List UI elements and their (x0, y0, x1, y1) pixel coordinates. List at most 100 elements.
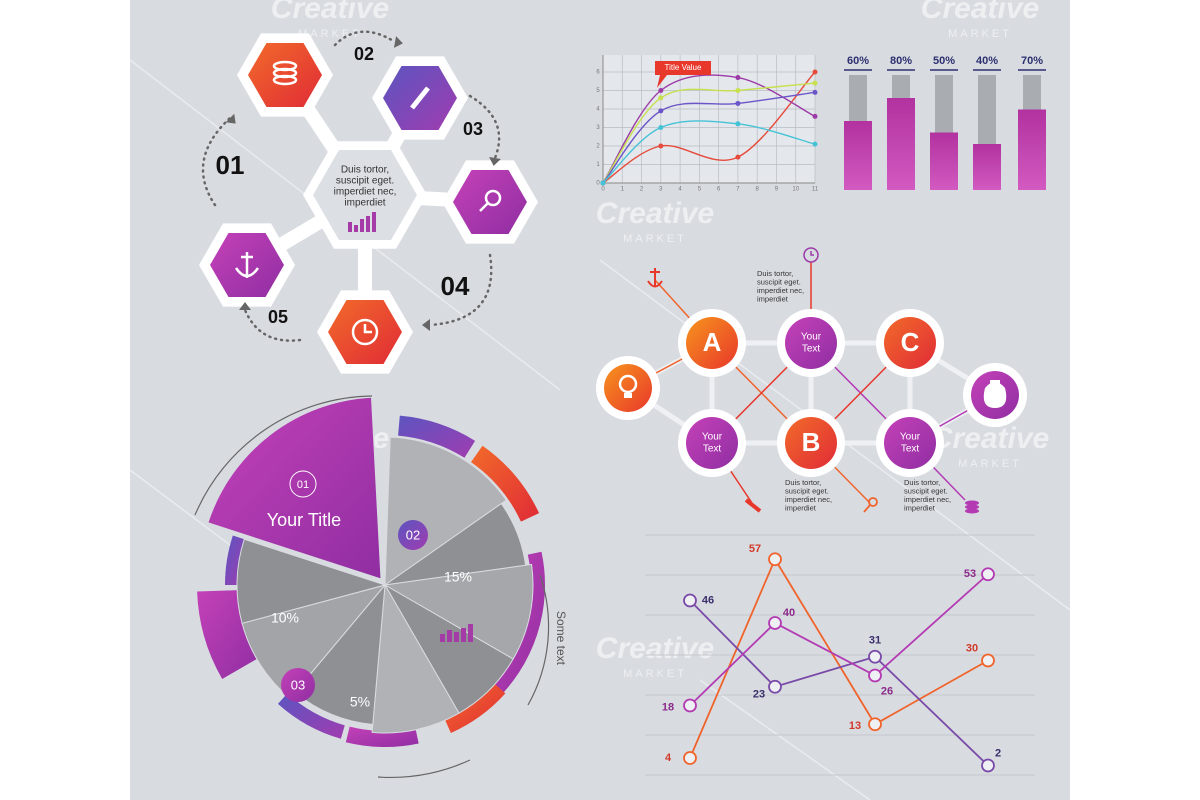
note-text: suscipit eget. (757, 277, 801, 286)
x-tick-label: 7 (736, 187, 740, 193)
data-label: 53 (964, 568, 976, 580)
point (735, 75, 741, 81)
series-line (602, 74, 816, 184)
center-text: imperdiet (344, 198, 385, 209)
point (812, 113, 818, 119)
bar (887, 98, 915, 190)
x-tick-label: 10 (792, 187, 799, 193)
icon (351, 318, 379, 346)
point (812, 89, 818, 95)
step-label: 05 (268, 307, 288, 327)
bar (930, 132, 958, 190)
point (658, 143, 664, 149)
pie-ring (277, 693, 345, 739)
side-text: Some text (554, 611, 568, 666)
value-label: 70% (1021, 55, 1043, 67)
x-tick-label: 6 (717, 187, 721, 193)
watermark: MARKET (0, 233, 47, 245)
y-tick-label: 0 (596, 181, 600, 187)
note-text: Duis tortor, (757, 269, 793, 278)
icon (363, 324, 372, 334)
bar (1018, 109, 1046, 190)
badge-label: 02 (406, 527, 420, 542)
icon-bar (360, 219, 364, 232)
icon (965, 500, 979, 506)
pie-slice (383, 563, 534, 660)
y-tick-label: 3 (596, 125, 600, 131)
watermark: Creative (931, 422, 1049, 455)
point (658, 125, 664, 130)
point (868, 668, 882, 683)
step-label: 04 (441, 271, 470, 301)
data-label: 13 (849, 720, 861, 732)
point (600, 180, 606, 186)
point (735, 100, 741, 106)
point (812, 80, 818, 86)
node (884, 417, 936, 469)
watermark: MARKET (948, 28, 1012, 40)
icon-bar (468, 624, 473, 642)
watermark: Creative (0, 197, 74, 230)
node (604, 364, 652, 412)
point (812, 69, 818, 75)
node-letter: A (703, 327, 722, 357)
point (981, 567, 995, 582)
arrow-head (393, 36, 403, 48)
badge (281, 668, 315, 702)
series-line (602, 82, 816, 184)
arc-arrow (527, 574, 550, 706)
dotted-arrow (428, 253, 493, 327)
point (658, 108, 664, 114)
x-tick-label: 8 (756, 187, 760, 193)
note-text: imperdiet nec, (757, 286, 804, 295)
pie-slice (236, 538, 387, 624)
icon (863, 504, 871, 513)
icon (983, 382, 1007, 408)
icon-bar (372, 212, 376, 232)
icon (810, 251, 814, 256)
arc-arrow (194, 395, 373, 516)
center-text: imperdiet nec, (334, 187, 397, 198)
icon-bar (348, 222, 352, 232)
callout (655, 61, 711, 75)
point (812, 141, 818, 147)
watermark: Creative (0, 632, 74, 665)
icon-bar (461, 628, 466, 642)
point (768, 679, 782, 694)
data-label: 57 (749, 543, 761, 555)
icon (624, 393, 632, 398)
arrow-head (239, 302, 251, 310)
arc-arrow (377, 759, 471, 779)
badge-label: 03 (291, 677, 305, 692)
note-text: imperdiet (785, 503, 817, 512)
icon (803, 247, 819, 263)
step-label: 02 (354, 44, 374, 64)
data-label: 26 (881, 685, 893, 697)
watermark: MARKET (958, 458, 1022, 470)
node (686, 317, 738, 369)
dotted-arrow (468, 94, 501, 160)
value-label: 40% (976, 55, 998, 67)
point (768, 616, 782, 630)
pie-ring (444, 682, 506, 733)
icon (234, 267, 260, 278)
node-letter: C (901, 327, 920, 357)
data-label: 30 (966, 642, 978, 654)
annotation: Title Value (665, 63, 702, 72)
data-label: 23 (753, 689, 765, 701)
center-hex-inner (313, 150, 417, 240)
x-tick-label: 2 (640, 187, 644, 193)
x-tick-label: 4 (678, 187, 682, 193)
pie-ring (398, 415, 476, 458)
x-tick-label: 1 (621, 187, 625, 193)
note-text: suscipit eget. (904, 486, 948, 495)
x-tick-label: 3 (659, 187, 663, 193)
pie-label: 5% (350, 694, 370, 710)
icon (484, 189, 502, 207)
icon (744, 498, 762, 513)
dotted-arrow (201, 116, 232, 207)
data-label: 2 (995, 747, 1001, 759)
value-label: 60% (847, 55, 869, 67)
